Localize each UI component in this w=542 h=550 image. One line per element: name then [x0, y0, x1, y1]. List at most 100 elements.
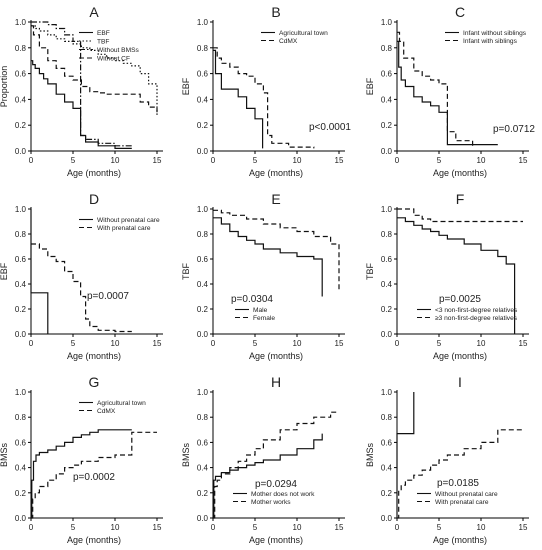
x-axis-label: Age (months) — [433, 535, 487, 545]
y-tick-label: 0.8 — [197, 230, 209, 239]
y-tick-label: 0.4 — [381, 280, 393, 289]
panel-label: F — [456, 191, 465, 207]
series-line — [397, 392, 414, 518]
y-tick-label: 0.0 — [197, 514, 209, 523]
series-line — [31, 26, 157, 115]
chart-panel-G: G 0.0 0.2 0.4 0.6 0.8 1.0 0 5 10 15 Age (months) BMS… — [0, 374, 163, 545]
legend-label: Infant with siblings — [463, 38, 518, 45]
x-tick-label: 10 — [477, 156, 486, 165]
y-tick-label: 0.2 — [15, 121, 27, 130]
x-tick-label: 15 — [153, 339, 162, 348]
legend-label: Without prenatal care — [97, 217, 160, 224]
y-tick-label: 0.0 — [381, 330, 393, 339]
x-tick-label: 0 — [29, 339, 34, 348]
y-tick-label: 1.0 — [15, 205, 27, 214]
legend-label: CdMX — [97, 408, 116, 415]
x-tick-label: 15 — [335, 523, 344, 532]
x-tick-label: 0 — [395, 523, 400, 532]
x-tick-label: 5 — [71, 156, 76, 165]
p-value-annotation: p=0.0304 — [231, 294, 273, 305]
legend: Without prenatal careWith prenatal care — [79, 217, 160, 232]
chart-panel-D: D 0.0 0.2 0.4 0.6 0.8 1.0 0 5 10 15 Age (months) EBF… — [0, 191, 163, 361]
chart-panel-F: F 0.0 0.2 0.4 0.6 0.8 1.0 0 5 10 15 Age (months) TBF… — [365, 191, 529, 361]
legend-label: Agricultural town — [97, 400, 146, 407]
y-tick-label: 0.2 — [197, 305, 209, 314]
y-tick-label: 0.6 — [197, 438, 209, 447]
x-tick-label: 15 — [519, 523, 528, 532]
y-tick-label: 0.2 — [197, 121, 209, 130]
y-tick-label: 0.0 — [15, 147, 27, 156]
p-value-annotation: p=0.0007 — [87, 291, 129, 302]
x-tick-label: 10 — [477, 523, 486, 532]
x-tick-label: 15 — [335, 339, 344, 348]
y-tick-label: 0.6 — [15, 70, 27, 79]
legend-label: Female — [253, 315, 275, 322]
legend-label: Mother does not work — [251, 491, 315, 498]
y-axis-label: EBF — [365, 77, 375, 95]
y-tick-label: 0.2 — [15, 489, 27, 498]
p-value-annotation: p=0.0712 — [493, 124, 535, 135]
x-tick-label: 10 — [293, 339, 302, 348]
y-tick-label: 0.4 — [381, 95, 393, 104]
y-tick-label: 0.8 — [15, 413, 27, 422]
legend-label: Without prenatal care — [435, 491, 498, 498]
panel-label: D — [89, 191, 99, 207]
x-tick-label: 10 — [477, 339, 486, 348]
x-tick-label: 0 — [211, 156, 216, 165]
y-axis-label: TBF — [181, 262, 191, 280]
panel-label: G — [89, 374, 100, 390]
y-tick-label: 1.0 — [381, 205, 393, 214]
series-line — [31, 22, 132, 147]
x-tick-label: 15 — [153, 523, 162, 532]
series-line — [31, 244, 132, 332]
y-tick-label: 0.6 — [197, 255, 209, 264]
x-axis-label: Age (months) — [249, 351, 303, 361]
y-tick-label: 1.0 — [381, 388, 393, 397]
x-axis-label: Age (months) — [249, 168, 303, 178]
p-value-annotation: p=0.0185 — [437, 478, 479, 489]
y-tick-label: 0.4 — [197, 280, 209, 289]
series-line — [397, 32, 473, 148]
x-tick-label: 5 — [253, 523, 258, 532]
x-tick-label: 0 — [211, 339, 216, 348]
y-tick-label: 0.6 — [15, 438, 27, 447]
x-tick-label: 5 — [71, 523, 76, 532]
y-axis-label: EBF — [0, 262, 9, 280]
y-tick-label: 0.8 — [381, 44, 393, 53]
y-tick-label: 0.6 — [15, 255, 27, 264]
x-axis-label: Age (months) — [433, 168, 487, 178]
p-value-annotation: p=0.0294 — [255, 479, 297, 490]
panel-label: I — [458, 374, 462, 390]
y-tick-label: 1.0 — [15, 388, 27, 397]
x-tick-label: 15 — [519, 339, 528, 348]
y-tick-label: 1.0 — [15, 18, 27, 27]
chart-panel-C: C0.00.20.40.60.81.00 5 10 15Age (months)EBF… — [365, 4, 535, 178]
y-tick-label: 0.2 — [381, 305, 393, 314]
y-axis-label: BMSs — [365, 443, 375, 468]
y-tick-label: 0.0 — [15, 330, 27, 339]
legend-label: CdMX — [279, 38, 298, 45]
y-tick-label: 0.4 — [15, 280, 27, 289]
y-axis-label: TBF — [365, 262, 375, 280]
x-tick-label: 10 — [111, 339, 120, 348]
x-tick-label: 10 — [111, 156, 120, 165]
x-axis-label: Age (months) — [67, 168, 121, 178]
y-tick-label: 1.0 — [197, 18, 209, 27]
chart-panel-B: B0.00.20.40.60.81.00 5 10 15Age (months)EBF… — [181, 4, 351, 178]
y-tick-label: 0.0 — [381, 147, 393, 156]
x-tick-label: 5 — [437, 156, 442, 165]
chart-panel-E: E0.00.20.40.60.81.00 5 10 15Age (months)TBF… — [181, 191, 345, 361]
legend-label: EBF — [97, 30, 110, 37]
x-tick-label: 15 — [153, 156, 162, 165]
y-tick-label: 0.2 — [197, 489, 209, 498]
x-tick-label: 15 — [335, 156, 344, 165]
x-axis-label: Age (months) — [433, 351, 487, 361]
panel-label: H — [271, 374, 281, 390]
series-line — [213, 48, 314, 149]
y-tick-label: 0.8 — [15, 44, 27, 53]
